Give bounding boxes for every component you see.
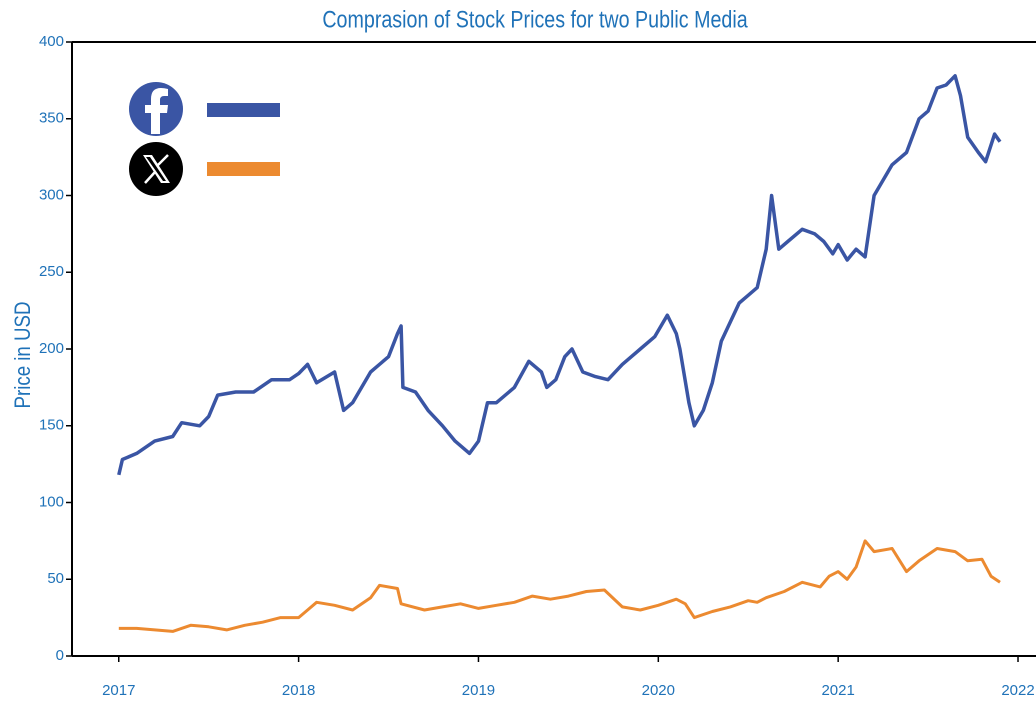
y-tick-label: 300 (39, 186, 64, 203)
y-tick-label: 400 (39, 33, 64, 50)
y-tick-label: 150 (39, 417, 64, 434)
x-tick-label: 2022 (1001, 682, 1034, 699)
x-icon (129, 142, 183, 196)
legend (129, 82, 183, 196)
facebook-glyph (145, 88, 168, 134)
y-tick-label: 250 (39, 263, 64, 280)
y-tick-label: 0 (56, 647, 64, 664)
series-line (118, 539, 1001, 633)
x-glyph (143, 155, 170, 183)
legend-swatch (207, 103, 280, 117)
y-tick-label: 200 (39, 340, 64, 357)
y-tick-label: 50 (47, 570, 64, 587)
y-tick-label: 100 (39, 493, 64, 510)
y-tick-label: 350 (39, 110, 64, 127)
x-tick-label: 2020 (642, 682, 675, 699)
x-tick-label: 2018 (282, 682, 315, 699)
series-line (117, 74, 1002, 476)
x-tick-label: 2021 (821, 682, 854, 699)
y-axis-label: Price in USD (11, 302, 35, 409)
chart-title: Comprasion of Stock Prices for two Publi… (322, 5, 748, 32)
x-tick-label: 2019 (462, 682, 495, 699)
x-tick-label: 2017 (102, 682, 135, 699)
legend-swatch (207, 162, 280, 176)
x-glyph (144, 154, 169, 184)
